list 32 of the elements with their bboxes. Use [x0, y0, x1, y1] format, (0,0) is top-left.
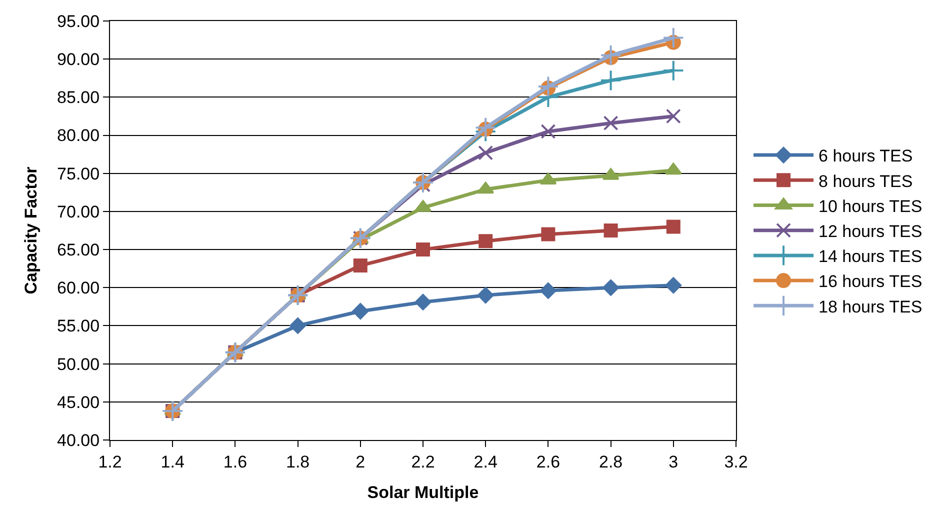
- x-tick-label: 1.6: [223, 452, 248, 472]
- legend-label: 14 hours TES: [818, 247, 922, 266]
- x-tick-label: 3: [668, 452, 678, 472]
- x-tick-label: 1.2: [98, 452, 122, 472]
- y-axis-title: Capacity Factor: [22, 166, 41, 294]
- legend-label: 12 hours TES: [818, 222, 922, 241]
- legend-label: 18 hours TES: [818, 297, 922, 316]
- y-tick-label: 85.00: [57, 88, 100, 108]
- y-tick-label: 75.00: [57, 164, 100, 184]
- x-tick-label: 2.8: [598, 452, 623, 472]
- x-tick-label: 2: [356, 452, 366, 472]
- legend-label: 16 hours TES: [818, 272, 922, 292]
- x-axis-title: Solar Multiple: [367, 482, 479, 502]
- x-tick-label: 2.2: [411, 452, 435, 472]
- y-tick-label: 45.00: [57, 392, 100, 412]
- y-tick-label: 60.00: [57, 278, 100, 298]
- legend-label: 6 hours TES: [818, 146, 913, 166]
- x-tick-label: 2.4: [474, 452, 498, 472]
- y-tick-label: 95.00: [57, 12, 100, 31]
- y-tick-label: 90.00: [57, 50, 100, 70]
- legend-label: 8 hours TES: [818, 172, 913, 191]
- y-tick-label: 55.00: [57, 316, 100, 336]
- x-tick-label: 3.2: [724, 452, 748, 472]
- x-tick-label: 1.8: [286, 452, 310, 472]
- y-tick-label: 70.00: [57, 202, 100, 222]
- y-tick-label: 50.00: [57, 354, 100, 374]
- y-tick-label: 80.00: [57, 126, 100, 146]
- x-tick-label: 2.6: [536, 452, 560, 472]
- legend-label: 10 hours TES: [818, 196, 922, 216]
- y-tick-label: 65.00: [57, 240, 100, 260]
- x-tick-label: 1.4: [160, 452, 184, 472]
- y-tick-label: 40.00: [57, 430, 100, 450]
